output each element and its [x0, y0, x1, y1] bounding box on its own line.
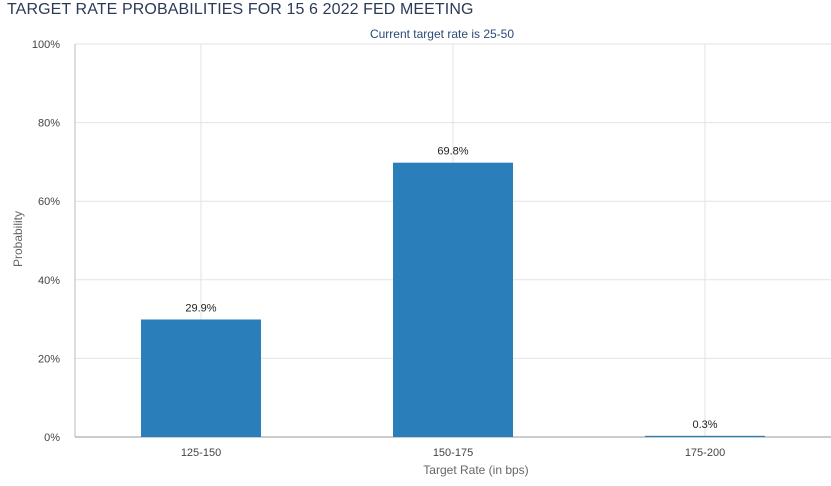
y-tick-label: 0% — [44, 432, 60, 444]
bar — [141, 319, 261, 437]
chart-subtitle: Current target rate is 25-50 — [370, 27, 514, 41]
x-tick-label: 150-175 — [433, 447, 473, 459]
chart-title: TARGET RATE PROBABILITIES FOR 15 6 2022 … — [7, 1, 474, 18]
bar-value-label: 69.8% — [437, 146, 468, 158]
y-tick-label: 40% — [38, 275, 60, 287]
bar — [645, 435, 765, 437]
x-tick-label: 125-150 — [181, 447, 221, 459]
bar-value-label: 0.3% — [692, 419, 717, 431]
bars — [141, 162, 765, 437]
x-axis-title: Target Rate (in bps) — [423, 463, 528, 477]
y-tick-label: 80% — [38, 118, 60, 130]
bar — [393, 162, 513, 437]
y-tick-label: 20% — [38, 353, 60, 365]
bar-value-label: 29.9% — [185, 302, 216, 314]
y-tick-label: 60% — [38, 196, 60, 208]
y-tick-label: 100% — [32, 39, 60, 51]
labels: 0% 20% 40% 60% 80% 100% 29.9% 125-150 69.8% 150-1… — [32, 39, 725, 459]
x-tick-label: 175-200 — [685, 447, 725, 459]
y-axis-title: Probability — [11, 211, 25, 267]
